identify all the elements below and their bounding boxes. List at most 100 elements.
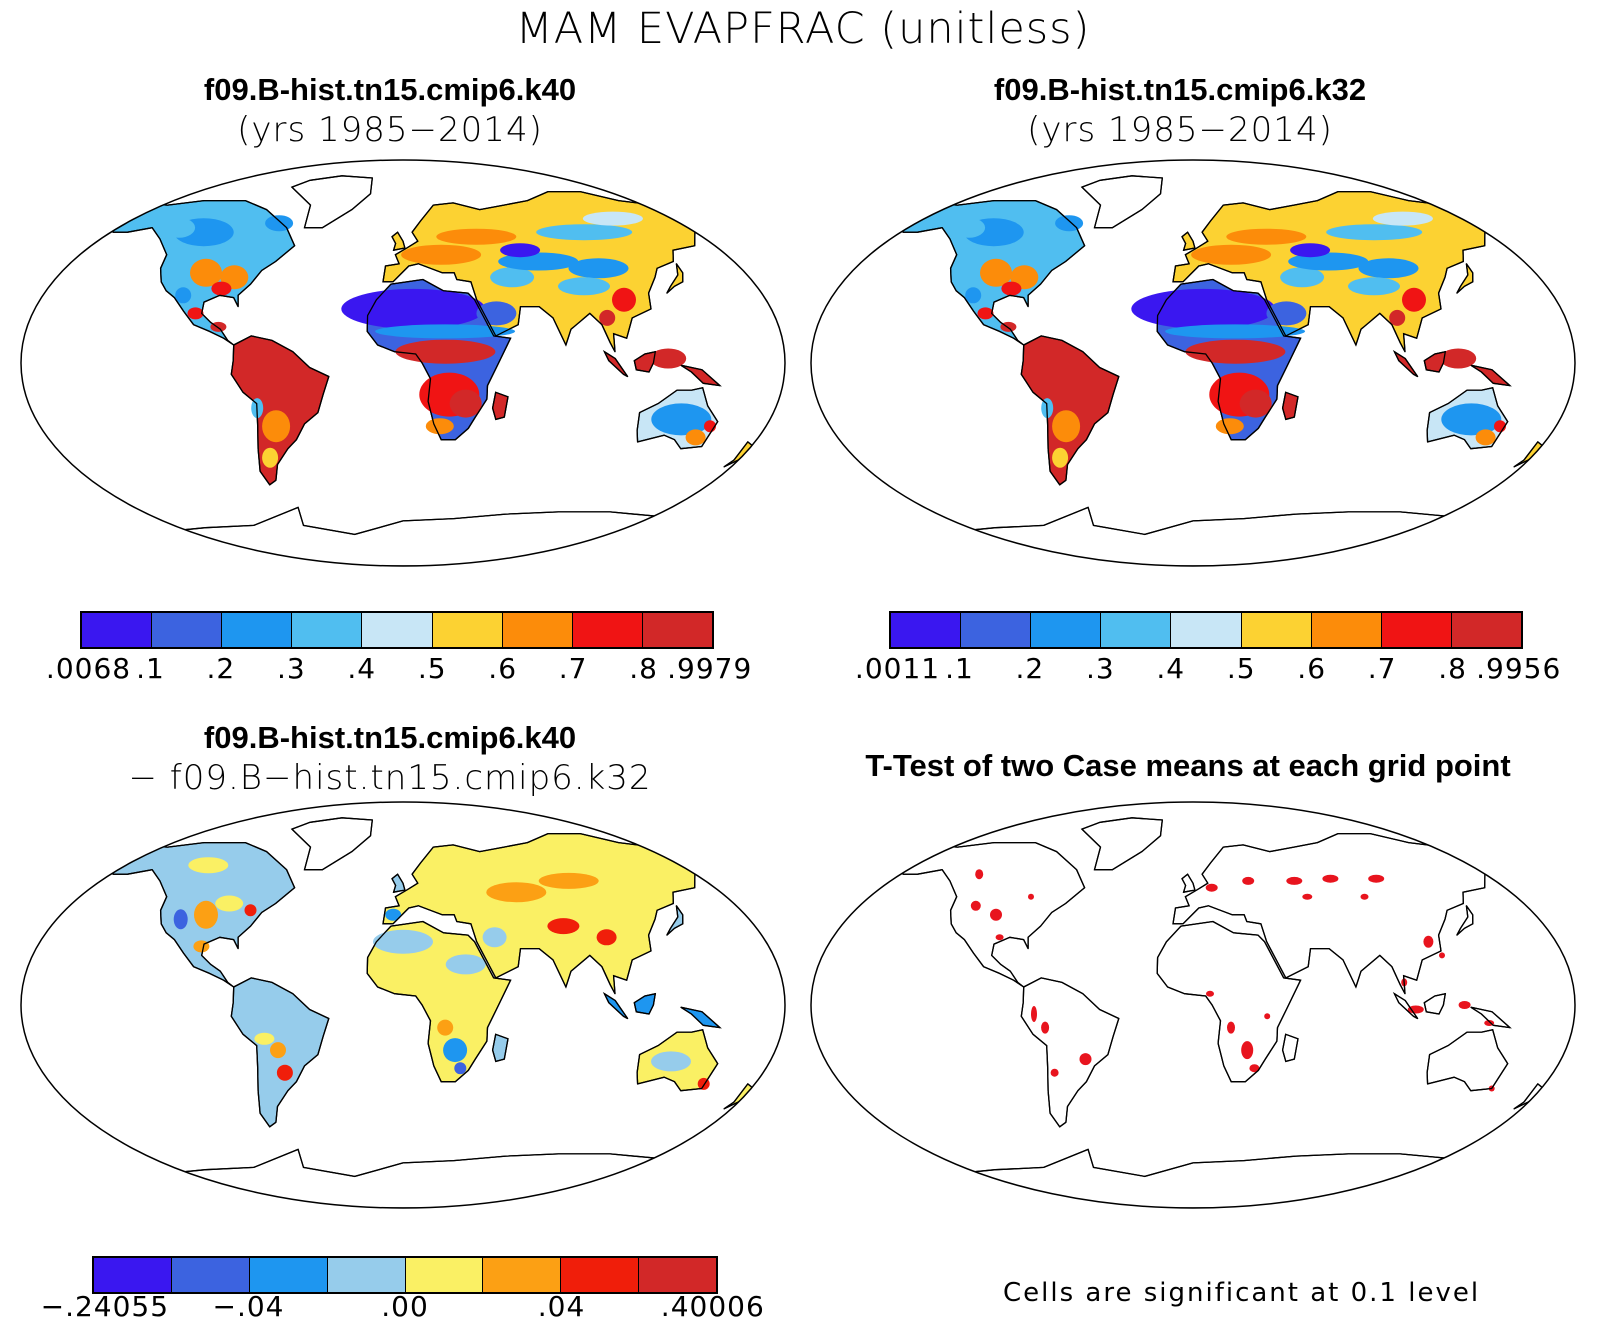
colorbar-tick-label: .1 bbox=[136, 652, 165, 685]
colorbar-swatch bbox=[432, 613, 503, 647]
coastline bbox=[633, 350, 657, 373]
colorbar-swatch bbox=[171, 1258, 250, 1292]
coastline bbox=[1020, 977, 1120, 1128]
case1-map bbox=[20, 159, 786, 567]
diff-line1: f09.B-hist.tn15.cmip6.k40 bbox=[203, 720, 577, 755]
field-patch bbox=[188, 857, 229, 874]
field-patch bbox=[582, 211, 643, 226]
colorbar-swatch bbox=[1171, 613, 1242, 647]
field-patch bbox=[418, 985, 451, 1002]
case2-years: (yrs 1985−2014) bbox=[1027, 110, 1333, 150]
field-patch bbox=[211, 281, 232, 296]
coastline bbox=[1181, 873, 1196, 894]
coastline bbox=[290, 817, 374, 871]
colorbar-tick-label: .3 bbox=[1085, 652, 1115, 685]
field-patch bbox=[1055, 215, 1084, 232]
diff-colorbar bbox=[92, 1256, 718, 1294]
field-patch bbox=[1475, 429, 1496, 446]
colorbar-tick-label: .2 bbox=[1015, 652, 1045, 685]
field-patch bbox=[436, 228, 517, 245]
field-patch bbox=[486, 882, 547, 903]
case2-title: f09.B-hist.tn15.cmip6.k32 (yrs 1985−2014… bbox=[800, 72, 1560, 150]
field-patch bbox=[1439, 952, 1445, 959]
colorbar-tick-label: .8 bbox=[629, 652, 658, 685]
field-patch bbox=[187, 307, 204, 320]
colorbar-swatch bbox=[483, 1258, 562, 1292]
coastline bbox=[636, 1029, 719, 1092]
case2-map bbox=[810, 159, 1576, 567]
coastline bbox=[1426, 387, 1509, 450]
field-patch bbox=[1239, 389, 1272, 418]
landmass-southAmerica bbox=[1020, 977, 1120, 1128]
colorbar-tick-label: .0011 bbox=[854, 652, 941, 685]
field-patch bbox=[1191, 244, 1272, 265]
colorbar-tick-label: .1 bbox=[945, 652, 974, 685]
coastline bbox=[666, 263, 684, 294]
coastline bbox=[1181, 231, 1196, 252]
field-patch bbox=[1389, 309, 1406, 326]
colorbar-tick-label: .8 bbox=[1438, 652, 1467, 685]
field-patch bbox=[375, 324, 516, 339]
diff-line2: − f09.B−hist.tn15.cmip6.k32 bbox=[128, 758, 652, 798]
field-patch bbox=[1280, 267, 1325, 288]
field-patch bbox=[599, 309, 616, 326]
field-patch bbox=[1368, 874, 1385, 883]
field-patch bbox=[395, 339, 496, 364]
field-patch bbox=[443, 1038, 468, 1063]
field-patch bbox=[175, 287, 192, 304]
colorbar-swatch bbox=[572, 613, 643, 647]
colorbar-swatch bbox=[502, 613, 573, 647]
colorbar-tick-label: .04 bbox=[537, 1290, 586, 1323]
field-patch bbox=[1215, 418, 1244, 435]
field-patch bbox=[1185, 339, 1286, 364]
colorbar-swatch bbox=[642, 613, 712, 647]
field-patch bbox=[547, 918, 580, 935]
field-patch bbox=[1226, 228, 1307, 245]
colorbar-tick-label: .9956 bbox=[1476, 652, 1562, 685]
colorbar-swatch bbox=[405, 1258, 484, 1292]
colorbar-swatch bbox=[327, 1258, 406, 1292]
field-patch bbox=[1227, 1021, 1235, 1034]
colorbar-swatch bbox=[639, 1258, 716, 1292]
colorbar-swatch bbox=[891, 613, 962, 647]
map-boundary bbox=[20, 159, 786, 567]
colorbar-swatch bbox=[1031, 613, 1102, 647]
significance-note: Cells are significant at 0.1 level bbox=[1003, 1278, 1481, 1308]
coastline bbox=[1172, 190, 1510, 353]
field-patch bbox=[482, 927, 507, 948]
field-patch bbox=[977, 307, 994, 320]
case2-name: f09.B-hist.tn15.cmip6.k32 bbox=[993, 72, 1367, 107]
colorbar-swatch bbox=[152, 613, 223, 647]
landmass-antarctica bbox=[893, 506, 1486, 566]
coastline bbox=[491, 1033, 509, 1063]
field-patch bbox=[555, 299, 583, 328]
coastline bbox=[636, 387, 719, 450]
colorbar-swatch bbox=[94, 1258, 172, 1292]
colorbar-swatch bbox=[1451, 613, 1521, 647]
colorbar-swatch bbox=[1381, 613, 1452, 647]
colorbar-tick-label: .6 bbox=[1297, 652, 1327, 685]
coastline bbox=[1456, 263, 1474, 294]
coastline bbox=[391, 873, 406, 894]
coastline bbox=[1080, 817, 1164, 871]
field-patch bbox=[1402, 287, 1426, 312]
colorbar-tick-label: .3 bbox=[276, 652, 306, 685]
field-patch bbox=[1458, 1001, 1471, 1009]
coastline bbox=[230, 335, 330, 486]
coastline bbox=[666, 905, 684, 936]
coastline bbox=[1470, 364, 1512, 387]
field-patch bbox=[1041, 1021, 1050, 1034]
field-patch bbox=[341, 288, 486, 329]
field-patch bbox=[436, 863, 477, 876]
coastline bbox=[1156, 278, 1302, 441]
landmass-sumatra bbox=[603, 993, 629, 1020]
colorbar-tick-label: .7 bbox=[558, 652, 588, 685]
coastline bbox=[382, 190, 720, 353]
colorbar-tick-label: .0068 bbox=[45, 652, 132, 685]
landmass-antarctica bbox=[103, 1148, 696, 1208]
field-patch bbox=[454, 1062, 467, 1075]
field-patch bbox=[1264, 1013, 1271, 1020]
field-patch bbox=[445, 954, 486, 975]
landmass-antarctica bbox=[893, 1148, 1486, 1208]
coastline bbox=[230, 977, 330, 1128]
